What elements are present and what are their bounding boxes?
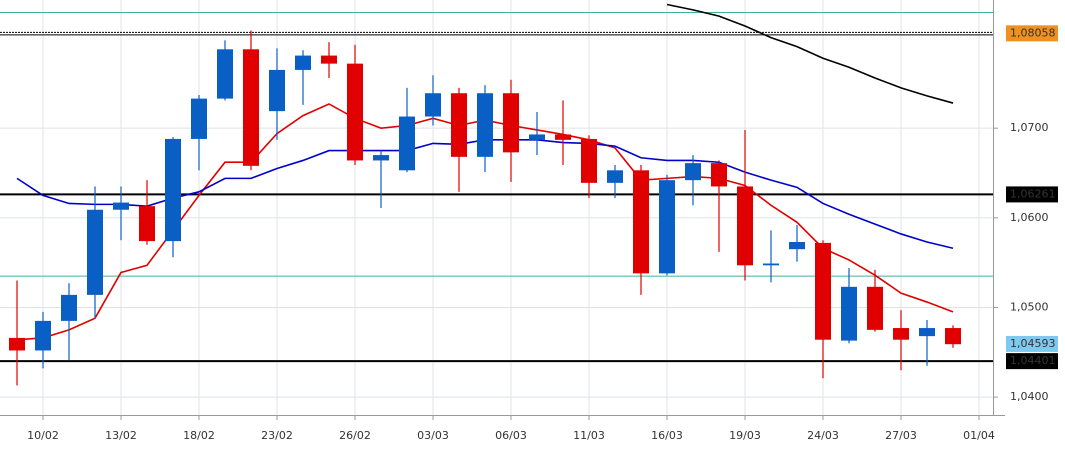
candle-body [61,294,77,321]
x-tick-label: 16/03 [651,429,683,442]
x-tick-label: 18/02 [183,429,215,442]
candle-body [503,93,519,153]
y-tick-label: 1,0400 [1010,390,1049,403]
candle-body [373,155,389,161]
candle-body [217,49,233,99]
plot [0,0,993,415]
candle-body [555,134,571,140]
candle-body [841,286,857,341]
candle-body [139,206,155,242]
price-label-box [1006,25,1058,42]
candle-body [399,116,415,171]
candle-body [659,180,675,274]
x-tick-label: 24/03 [807,429,839,442]
candle-body [945,328,961,345]
candle-body [425,93,441,117]
candle-body [685,163,701,181]
ma-line [666,3,954,104]
candle-body [87,209,103,295]
candle-body [867,286,883,330]
candle-body [893,328,909,340]
candle-body [529,134,545,140]
candle-body [191,98,207,139]
price-label-box [1006,353,1058,370]
candle-body [477,93,493,157]
x-tick-label: 10/02 [27,429,59,442]
candle-body [269,69,285,112]
candle-body [113,202,129,210]
candle-body [243,49,259,166]
x-tick-label: 26/02 [339,429,371,442]
x-tick-label: 11/03 [573,429,605,442]
y-tick-label: 1,0700 [1010,121,1049,134]
candle-body [35,320,51,351]
candle-body [711,163,727,187]
x-tick-label: 27/03 [885,429,917,442]
price-label: 1,06261 [1010,187,1056,200]
price-label: 1,04593 [1010,337,1056,350]
candle-body [451,93,467,157]
candle-body [815,242,831,340]
candle-body [295,55,311,70]
candle-body [321,55,337,64]
candle-body [737,186,753,266]
price-label: 1,08058 [1010,26,1056,39]
candle-body [9,337,25,351]
x-tick-label: 06/03 [495,429,527,442]
candle-body [607,170,623,183]
x-tick-label: 13/02 [105,429,137,442]
x-tick-label: 01/04 [963,429,995,442]
candle-body [581,138,597,183]
candle-body [919,328,935,337]
y-tick-label: 1,0500 [1010,300,1049,313]
candle-body [763,263,779,266]
y-tick-label: 1,0600 [1010,211,1049,224]
x-tick-label: 19/03 [729,429,761,442]
x-tick-label: 23/02 [261,429,293,442]
candle-body [633,170,649,274]
candle-body [165,138,181,242]
candle-body [347,63,363,161]
price-label-box [1006,335,1058,352]
price-label: 1,04401 [1010,354,1056,367]
candle-body [789,242,805,250]
price-label-box [1006,186,1058,203]
x-tick-label: 03/03 [417,429,449,442]
